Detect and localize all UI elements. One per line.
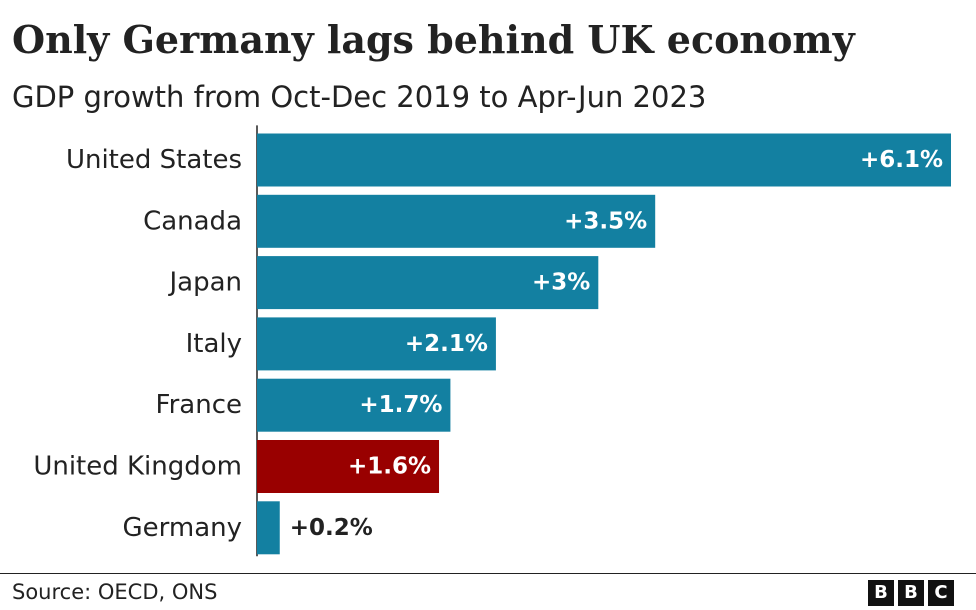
bar-japan <box>257 256 599 310</box>
category-label-united-kingdom: United Kingdom <box>33 452 242 482</box>
bar-united-states <box>257 133 951 187</box>
data-label-france: +1.7% <box>359 392 442 418</box>
bbc-logo-letter-3: C <box>928 580 954 606</box>
bbc-logo-letter-1: B <box>868 580 894 606</box>
bbc-logo-letter-2: B <box>898 580 924 606</box>
bar-united-kingdom <box>257 440 440 493</box>
category-label-canada: Canada <box>143 206 242 236</box>
chart-subtitle: GDP growth from Oct-Dec 2019 to Apr-Jun … <box>12 80 707 114</box>
category-label-united-states: United States <box>66 145 242 175</box>
data-label-italy: +2.1% <box>405 331 488 357</box>
bar-france <box>257 378 451 432</box>
data-label-united-kingdom: +1.6% <box>348 454 431 480</box>
footer-divider <box>0 573 976 574</box>
data-label-germany: +0.2% <box>290 515 373 541</box>
bar-chart: United States +6.1% Canada +3.5% Japan +3% Ita… <box>33 125 951 557</box>
category-label-germany: Germany <box>122 513 242 543</box>
category-label-italy: Italy <box>186 329 242 359</box>
data-label-japan: +3% <box>532 270 590 296</box>
data-label-canada: +3.5% <box>564 208 647 234</box>
bar-italy <box>257 317 496 371</box>
bbc-logo: B B C <box>868 580 954 606</box>
category-label-france: France <box>156 390 242 420</box>
category-label-japan: Japan <box>167 268 242 298</box>
bar-germany <box>257 501 280 555</box>
data-label-united-states: +6.1% <box>860 147 943 173</box>
chart-title: Only Germany lags behind UK economy <box>12 17 855 62</box>
bar-canada <box>257 194 656 248</box>
source-note: Source: OECD, ONS <box>12 580 218 604</box>
